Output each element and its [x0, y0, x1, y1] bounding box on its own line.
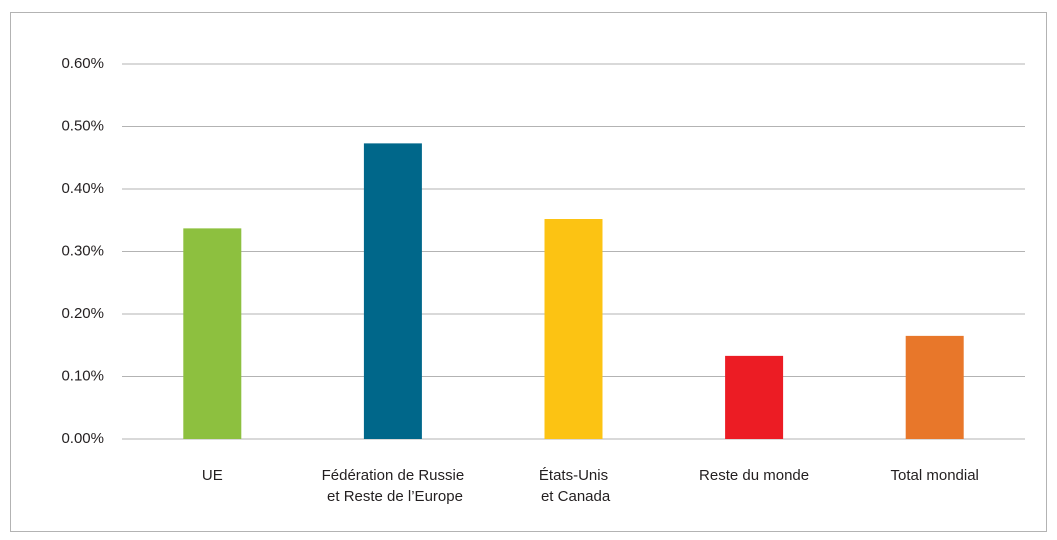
y-tick-label: 0.20%: [61, 305, 104, 322]
y-tick-label: 0.10%: [61, 367, 104, 384]
x-tick-label: États-Unis et Canada: [537, 467, 611, 505]
x-tick-label: Reste du monde: [699, 467, 809, 484]
frame: [10, 12, 1047, 532]
y-tick-label: 0.60%: [61, 55, 104, 72]
x-tick-label: Total mondial: [891, 467, 979, 484]
bar: [363, 143, 422, 439]
bar: [725, 355, 784, 439]
y-tick-label: 0.50%: [61, 117, 104, 134]
bar: [183, 228, 242, 439]
bar: [905, 335, 964, 439]
bar: [544, 219, 603, 439]
y-tick-label: 0.00%: [61, 430, 104, 447]
y-tick-label: 0.40%: [61, 180, 104, 197]
x-tick-label: Fédération de Russie et Reste de l’Europ…: [322, 467, 465, 505]
x-tick-label: UE: [202, 467, 223, 484]
y-tick-label: 0.30%: [61, 242, 104, 259]
